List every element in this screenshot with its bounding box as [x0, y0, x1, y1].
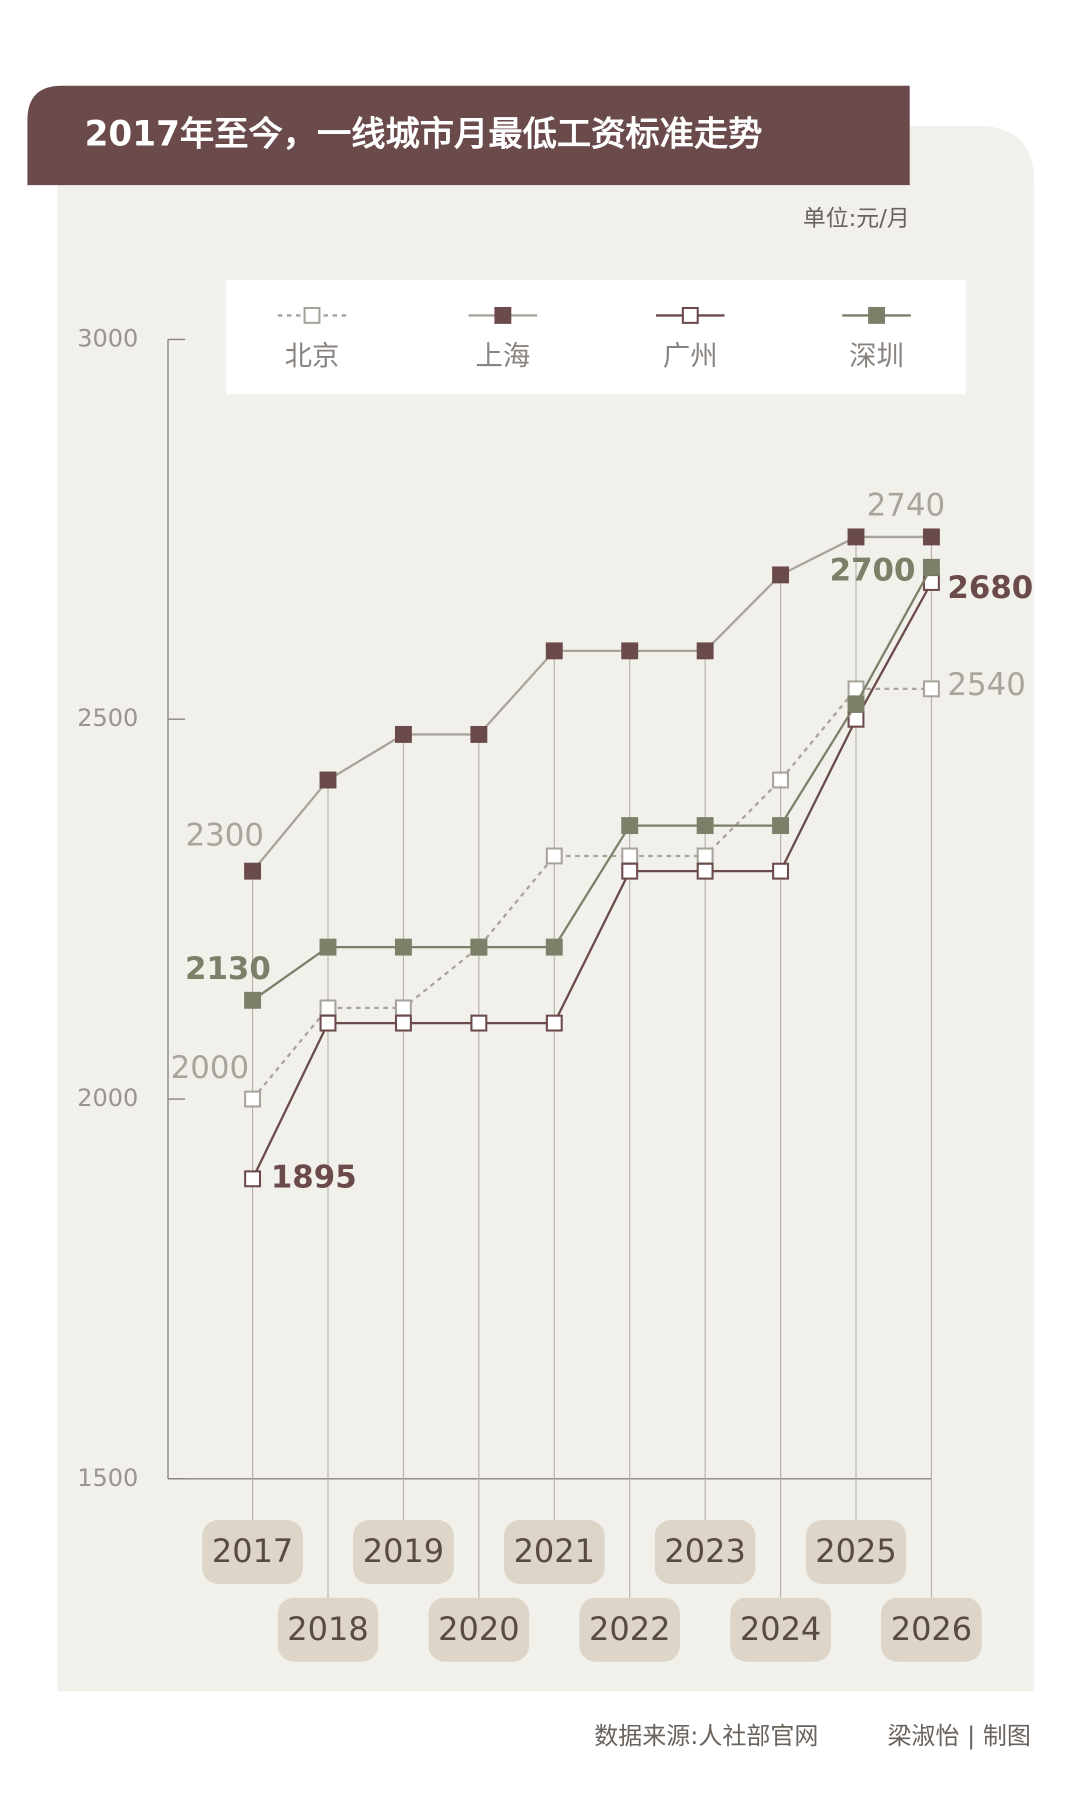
point — [772, 817, 790, 835]
series-line — [251, 566, 933, 1002]
y-tick-label: 2000 — [77, 1084, 138, 1112]
legend-marker — [868, 306, 886, 324]
year-box — [277, 1597, 379, 1662]
x-tick-label: 2019 — [363, 1532, 444, 1570]
point — [244, 862, 262, 880]
legend-label: 北京 — [285, 341, 340, 372]
year-box — [428, 1597, 530, 1662]
year-box — [202, 1520, 303, 1584]
point — [696, 817, 714, 835]
legend-marker — [303, 306, 321, 324]
point — [772, 566, 790, 584]
data-label: 2700 — [830, 552, 916, 588]
point — [319, 771, 337, 789]
data-label: 2680 — [947, 570, 1033, 606]
x-tick-label: 2021 — [514, 1532, 595, 1570]
point — [470, 1014, 488, 1032]
chart-title: 2017年至今，一线城市月最低工资标准走势 — [85, 114, 763, 154]
data-label: 2130 — [185, 951, 271, 987]
point — [545, 1014, 563, 1032]
data-label: 2540 — [947, 667, 1025, 703]
x-tick-label: 2017 — [212, 1532, 293, 1570]
point — [847, 695, 865, 713]
series-line — [251, 581, 933, 1180]
point — [621, 847, 639, 865]
point — [319, 938, 337, 956]
point — [319, 999, 337, 1017]
point — [696, 862, 714, 880]
x-tick-label: 2026 — [891, 1610, 972, 1648]
series-line — [251, 687, 932, 1100]
point — [394, 725, 412, 743]
x-tick-label: 2022 — [589, 1610, 670, 1648]
point — [922, 558, 940, 576]
credit: 梁淑怡 | 制图 — [888, 1722, 1031, 1750]
year-box — [504, 1520, 605, 1584]
y-tick-label: 2500 — [77, 704, 138, 732]
point — [847, 528, 865, 546]
point — [696, 642, 714, 660]
point — [545, 847, 563, 865]
data-label: 2000 — [171, 1050, 249, 1086]
y-tick-label: 3000 — [77, 324, 138, 352]
year-box — [881, 1597, 982, 1662]
point — [772, 771, 790, 789]
point — [244, 1170, 262, 1188]
year-box — [730, 1597, 831, 1662]
y-tick-label: 1500 — [77, 1464, 138, 1492]
x-tick-label: 2020 — [438, 1610, 519, 1648]
legend-box — [226, 280, 966, 395]
data-label: 1895 — [271, 1159, 357, 1195]
x-tick-label: 2024 — [740, 1610, 821, 1648]
data-label: 2740 — [867, 488, 946, 524]
x-tick-label: 2023 — [664, 1532, 745, 1570]
point — [621, 817, 639, 835]
point — [394, 999, 412, 1017]
point — [394, 938, 412, 956]
year-box — [353, 1520, 454, 1584]
year-box — [579, 1597, 680, 1662]
legend-label: 广州 — [663, 341, 718, 372]
year-box — [805, 1520, 907, 1584]
year-box — [654, 1520, 756, 1584]
x-tick-label: 2025 — [815, 1532, 896, 1570]
point — [394, 1014, 412, 1032]
point — [922, 528, 940, 546]
legend-marker — [681, 306, 699, 324]
point — [244, 991, 262, 1009]
point — [319, 1014, 337, 1032]
title-bar — [27, 85, 910, 186]
point — [772, 862, 790, 880]
unit-label: 单位:元/月 — [803, 206, 910, 232]
legend-label: 深圳 — [849, 341, 904, 372]
x-tick-label: 2018 — [287, 1610, 368, 1648]
point — [922, 680, 940, 698]
legend-label: 上海 — [475, 341, 530, 372]
point — [244, 1090, 262, 1108]
point — [545, 642, 563, 660]
point — [470, 938, 488, 956]
point — [621, 642, 639, 660]
legend-marker — [494, 306, 512, 324]
source: 数据来源:人社部官网 — [594, 1722, 818, 1750]
point — [545, 938, 563, 956]
data-label: 2300 — [185, 817, 263, 853]
point — [621, 862, 639, 880]
series-line — [251, 535, 932, 872]
point — [470, 725, 488, 743]
panel — [57, 125, 1035, 1692]
point — [696, 847, 714, 865]
